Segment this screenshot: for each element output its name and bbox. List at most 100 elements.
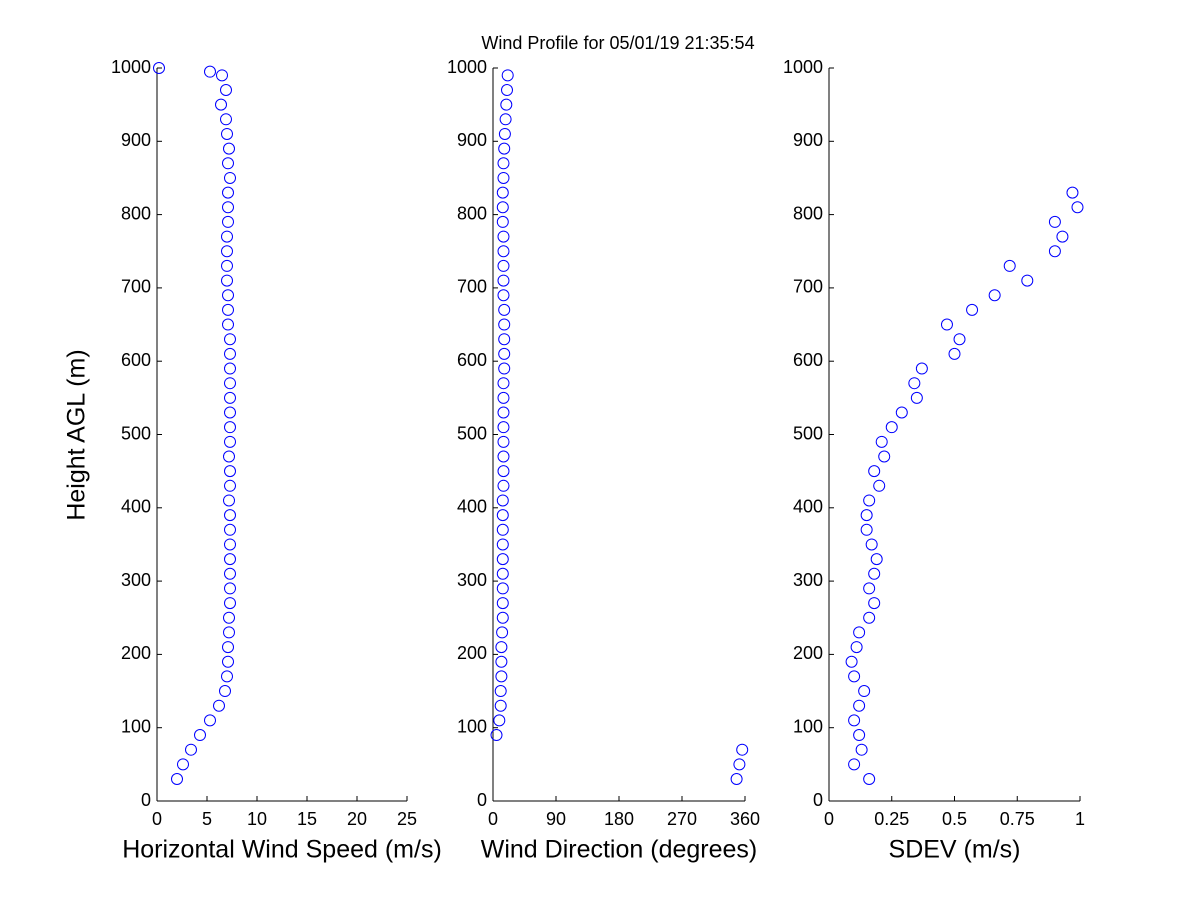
point — [908, 377, 921, 390]
y-tick-label: 200 — [793, 643, 823, 663]
point — [860, 523, 873, 536]
y-tick-label: 0 — [477, 790, 487, 810]
point — [948, 347, 961, 360]
point — [222, 215, 234, 228]
y-tick-label: 800 — [793, 203, 823, 223]
point — [501, 69, 514, 82]
point — [915, 362, 928, 375]
point — [863, 494, 876, 507]
point — [497, 274, 510, 287]
point — [496, 215, 509, 228]
y-tick-label: 900 — [121, 130, 151, 150]
point — [497, 171, 510, 184]
point — [496, 582, 509, 595]
point — [223, 626, 235, 639]
point — [221, 230, 233, 243]
point — [171, 773, 183, 786]
point — [222, 289, 234, 302]
point — [216, 69, 228, 82]
x-tick-label: 180 — [604, 809, 634, 829]
y-tick-label: 0 — [813, 790, 823, 810]
point — [222, 157, 234, 170]
y-tick-label: 300 — [457, 570, 487, 590]
point — [496, 611, 509, 624]
point — [215, 98, 227, 111]
y-tick-label: 800 — [121, 203, 151, 223]
point — [224, 171, 236, 184]
point — [224, 553, 236, 566]
point — [497, 157, 510, 170]
point — [223, 494, 235, 507]
y-tick-label: 0 — [141, 790, 151, 810]
y-tick-label: 500 — [121, 423, 151, 443]
y-tick-label: 300 — [793, 570, 823, 590]
y-tick-label: 300 — [121, 570, 151, 590]
point — [194, 729, 206, 742]
point — [177, 758, 189, 771]
y-tick-label: 600 — [457, 350, 487, 370]
point — [496, 553, 509, 566]
x-tick-label: 270 — [667, 809, 697, 829]
point — [496, 186, 509, 199]
point — [153, 62, 165, 74]
point — [878, 450, 891, 463]
point — [500, 98, 513, 111]
y-tick-label: 100 — [457, 716, 487, 736]
point — [496, 626, 509, 639]
point — [498, 303, 511, 316]
point — [497, 406, 510, 419]
point — [204, 65, 216, 78]
y-tick-label: 400 — [121, 497, 151, 517]
point — [497, 421, 510, 434]
point — [501, 83, 513, 96]
point — [220, 83, 232, 96]
point — [730, 773, 743, 786]
point — [223, 450, 235, 463]
x-axis-label: SDEV (m/s) — [889, 836, 1021, 864]
point — [863, 582, 876, 595]
chart-title: Wind Profile for 05/01/19 21:35:54 — [481, 33, 754, 53]
x-tick-label: 0.75 — [1000, 809, 1035, 829]
point — [496, 201, 509, 214]
point — [848, 758, 861, 771]
x-tick-label: 0.5 — [942, 809, 967, 829]
point — [1066, 186, 1079, 199]
point — [224, 597, 236, 610]
point — [860, 509, 873, 522]
y-tick-label: 1000 — [783, 57, 823, 77]
point — [224, 509, 236, 522]
point — [213, 699, 225, 712]
x-tick-label: 0 — [824, 809, 834, 829]
point — [873, 479, 886, 492]
point — [496, 597, 509, 610]
point — [853, 626, 866, 639]
point — [497, 230, 510, 243]
point — [1003, 259, 1016, 272]
point — [940, 318, 953, 331]
point — [495, 670, 508, 683]
point — [966, 303, 979, 316]
y-tick-label: 600 — [121, 350, 151, 370]
point — [222, 318, 234, 331]
point — [885, 421, 898, 434]
point — [498, 127, 511, 140]
point — [224, 362, 236, 375]
point — [497, 289, 510, 302]
point — [223, 142, 235, 155]
point — [497, 465, 510, 478]
y-tick-label: 100 — [121, 716, 151, 736]
y-tick-label: 200 — [121, 643, 151, 663]
point — [496, 494, 509, 507]
point — [496, 538, 509, 551]
point — [848, 714, 861, 727]
point — [868, 597, 881, 610]
x-tick-label: 90 — [546, 809, 566, 829]
point — [497, 391, 510, 404]
point — [222, 201, 234, 214]
point — [853, 729, 866, 742]
x-tick-label: 0 — [488, 809, 498, 829]
point — [848, 670, 861, 683]
point — [221, 274, 233, 287]
point — [845, 655, 858, 668]
